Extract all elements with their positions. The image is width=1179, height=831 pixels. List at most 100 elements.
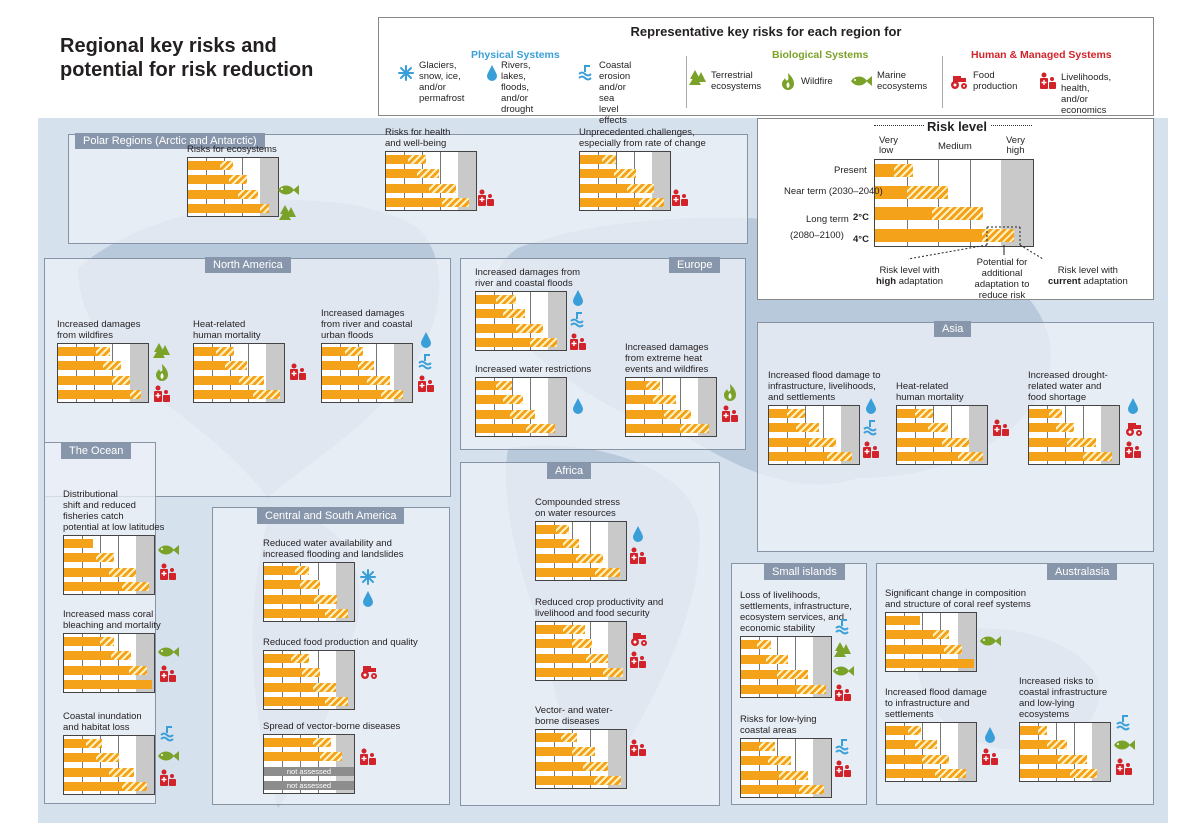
row-label-2c: 2°C [853,212,869,223]
risk-bar-adaptation-potential [907,186,948,199]
risk-bar-high-adaptation [875,164,894,177]
chart-gridline [904,723,905,781]
chart-gridline [907,160,908,246]
risk-bar [1020,769,1097,778]
risk-title: Increased damages from extreme heat even… [625,342,709,375]
risk-bar-high-adaptation [1029,438,1067,447]
risk-bar [264,566,309,575]
risk-title: Spread of vector-borne diseases [263,721,401,732]
very-high-zone [958,723,976,781]
chart-gridline [1074,723,1075,781]
risk-level-chart [885,612,977,672]
risk-level-chart [57,343,149,403]
coastal-icon [1116,715,1130,731]
food-icon [631,633,647,646]
risk-bar-adaptation-potential [302,668,320,677]
risk-bar [264,668,320,677]
wildfire-icon [782,73,794,90]
risk-bar [580,169,636,178]
risk-bar [1020,726,1047,735]
rivers-icon [985,727,995,743]
risk-bar [741,771,808,780]
chart-gridline [118,736,119,794]
risk-bar-high-adaptation [264,595,314,604]
risk-bar [1029,423,1074,432]
very-high-zone [266,344,284,402]
risk-bar-adaptation-potential [576,554,603,563]
risk-bar-adaptation-potential [809,438,836,447]
risk-bar-high-adaptation [741,756,768,765]
risk-bar-adaptation-potential [109,768,134,777]
chart-gridline [904,613,905,671]
risk-level-chart [63,735,155,795]
chart-gridline [940,613,941,671]
risk-bar-high-adaptation [322,376,367,385]
risk-title: Compounded stress on water resources [535,497,621,519]
risk-bar [886,659,974,668]
livelihoods-icon [982,748,998,765]
chart-gridline [248,344,249,402]
risk-bar-high-adaptation [769,438,809,447]
chart-gridline [282,563,283,621]
risk-bar [64,539,93,548]
rivers-icon [363,591,373,607]
chart-gridline [634,152,635,210]
risk-bar-high-adaptation [536,668,603,677]
rivers-icon [1128,398,1138,414]
risk-bar [264,683,336,692]
chart-gridline [100,634,101,692]
risk-bar [188,204,269,213]
risk-bar-high-adaptation [188,190,238,199]
risk-bar-adaptation-potential [325,609,348,618]
livelihoods-icon [160,769,176,786]
risk-bar [386,155,426,164]
risk-bar [194,361,247,370]
risk-level-chart [187,157,279,217]
risk-bar [580,155,616,164]
risk-bar-high-adaptation [476,381,496,390]
risk-bar [741,655,788,664]
risk-bar-high-adaptation [580,184,627,193]
risk-title: Reduced food production and quality [263,637,418,648]
risk-bar-high-adaptation [188,161,220,170]
risk-bar-adaptation-potential [503,309,525,318]
risk-bar-high-adaptation [386,155,408,164]
chart-gridline [318,563,319,621]
risk-bar [741,756,791,765]
chart-gridline [340,344,341,402]
risk-bar-high-adaptation [64,651,111,660]
risk-bar-high-adaptation [322,390,381,399]
livelihoods-icon [863,441,879,458]
risk-title: Increased flood damage to infrastructure… [885,687,987,720]
livelihoods-icon [630,651,646,668]
risk-bar-high-adaptation [886,616,920,625]
chart-gridline [300,563,301,621]
row-label-long-period: (2080–2100) [790,230,844,241]
marine-icon [980,636,1001,646]
risk-bar [64,782,147,791]
risk-bar-high-adaptation [264,697,325,706]
region-label: North America [205,257,291,273]
region-panel-central-south-america: Central and South America Reduced water a… [212,507,450,805]
risk-bar-high-adaptation [64,539,93,548]
risk-bar-adaptation-potential [777,670,808,679]
chart-gridline [82,536,83,594]
chart-gridline [212,344,213,402]
chart-gridline [422,152,423,210]
marine-icon [278,185,299,195]
risk-bar-high-adaptation [536,639,572,648]
chart-gridline [933,406,934,464]
risk-bar [264,580,320,589]
risk-bar-high-adaptation [741,655,766,664]
risk-bar [886,755,949,764]
risk-level-chart [535,729,627,789]
risk-bar [875,186,948,199]
risk-title: Significant change in composition and st… [885,588,1031,610]
chart-gridline [282,651,283,709]
risk-bar-high-adaptation [875,207,932,220]
scale-col-medium: Medium [938,141,972,152]
risk-bar-adaptation-potential [526,424,555,433]
risk-bar [386,198,469,207]
risk-bar-adaptation-potential [129,666,147,675]
rivers-icon [633,526,643,542]
